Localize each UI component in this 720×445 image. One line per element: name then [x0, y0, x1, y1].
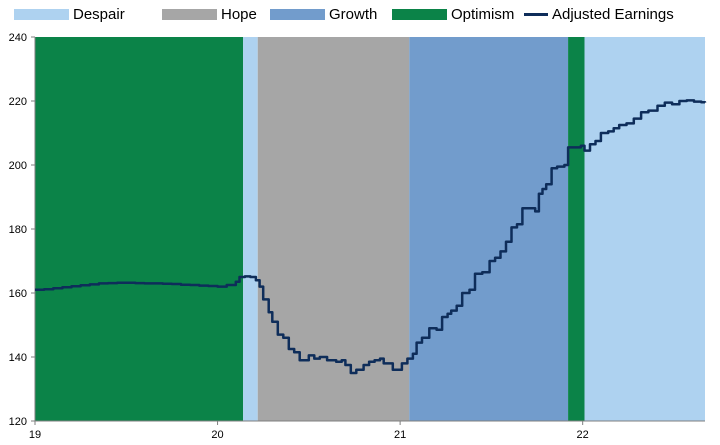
phase-band-hope-2: [257, 37, 410, 421]
legend-label-despair: Despair: [73, 6, 125, 23]
phase-band-despair-1: [243, 37, 258, 421]
y-tick-label: 240: [9, 32, 27, 44]
series-line-adjusted-earnings: [35, 99, 707, 375]
legend-item-optimism: Optimism: [392, 6, 514, 23]
legend-label-optimism: Optimism: [451, 6, 515, 23]
legend-label-growth: Growth: [329, 6, 378, 23]
phase-band-despair-5: [584, 37, 705, 421]
phase-band-optimism-0: [35, 37, 244, 421]
y-tick-label: 200: [9, 160, 27, 172]
y-tick-label: 120: [9, 416, 27, 428]
x-tick-label: 19: [29, 429, 41, 441]
phase-band-growth-3: [409, 37, 569, 421]
y-tick-label: 140: [9, 352, 27, 364]
legend: Despair Hope Growth Optimism Adjusted Ea…: [0, 6, 720, 28]
legend-swatch-despair: [14, 9, 69, 20]
legend-item-growth: Growth: [270, 6, 377, 23]
legend-item-despair: Despair: [14, 6, 125, 23]
x-tick-label: 22: [577, 429, 589, 441]
legend-line-adjusted-earnings: [524, 13, 548, 16]
y-tick-label: 180: [9, 224, 27, 236]
y-tick-label: 160: [9, 288, 27, 300]
legend-swatch-optimism: [392, 9, 447, 20]
phase-band-optimism-4: [568, 37, 585, 421]
legend-label-adjusted-earnings: Adjusted Earnings: [552, 6, 674, 23]
tick-labels: 120 140 160 180 200 220 240 19 20 21 22: [9, 32, 589, 441]
y-tick-label: 220: [9, 96, 27, 108]
series-layer: [35, 99, 707, 375]
legend-item-adjusted-earnings: Adjusted Earnings: [524, 6, 674, 23]
x-tick-label: 20: [211, 429, 223, 441]
legend-item-hope: Hope: [162, 6, 257, 23]
legend-swatch-growth: [270, 9, 325, 20]
legend-label-hope: Hope: [221, 6, 257, 23]
phase-bands: [35, 37, 705, 421]
x-tick-label: 21: [394, 429, 406, 441]
legend-swatch-hope: [162, 9, 217, 20]
